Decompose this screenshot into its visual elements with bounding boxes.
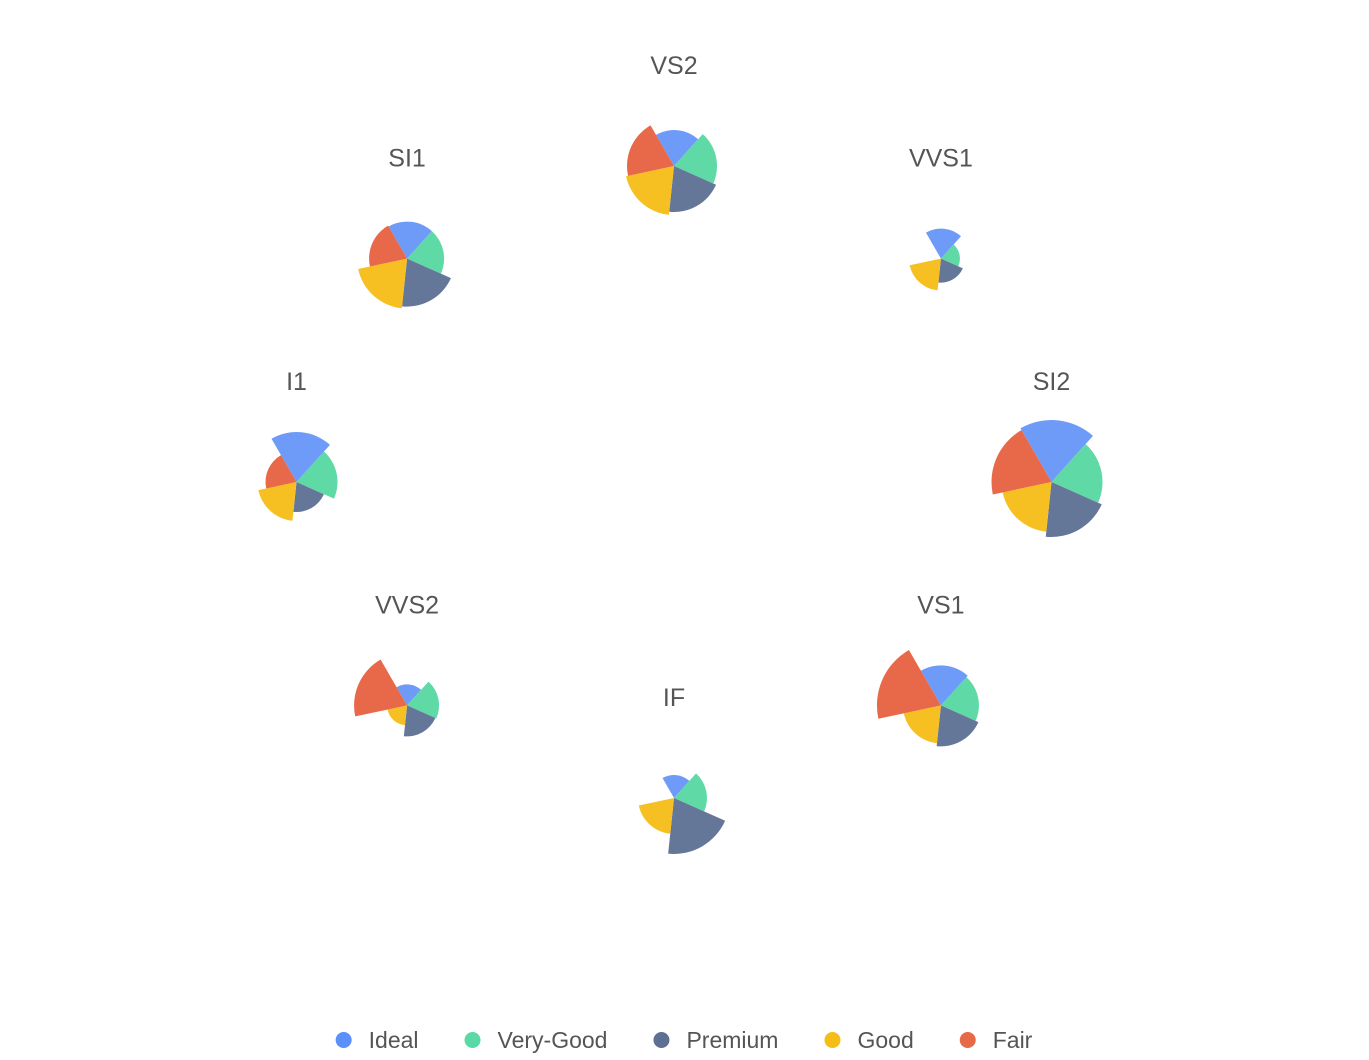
slice-premium[interactable] xyxy=(402,258,451,307)
rose-chart-if: IF xyxy=(638,684,726,854)
slice-ideal[interactable] xyxy=(388,221,432,259)
rose-chart-si2: SI2 xyxy=(991,368,1103,538)
slice-good[interactable] xyxy=(909,258,941,291)
slice-good[interactable] xyxy=(1002,482,1052,532)
legend-label: Ideal xyxy=(369,1027,419,1053)
rose-chart-si1: SI1 xyxy=(358,145,451,309)
clarity-label: VS1 xyxy=(917,591,964,619)
clarity-label: SI2 xyxy=(1033,368,1071,396)
slice-ideal[interactable] xyxy=(271,431,330,482)
slice-premium[interactable] xyxy=(293,482,324,513)
slice-very-good[interactable] xyxy=(940,677,979,721)
slice-good[interactable] xyxy=(258,482,297,521)
slice-ideal[interactable] xyxy=(396,684,422,706)
legend-item-fair[interactable]: Fair xyxy=(959,1027,1033,1053)
slice-ideal[interactable] xyxy=(1020,420,1093,482)
slice-fair[interactable] xyxy=(369,225,408,267)
legend-item-good[interactable]: Good xyxy=(824,1027,914,1053)
slice-good[interactable] xyxy=(626,166,674,215)
slice-very-good[interactable] xyxy=(407,231,445,274)
slice-premium[interactable] xyxy=(938,258,963,283)
slice-very-good[interactable] xyxy=(1051,444,1103,503)
slice-premium[interactable] xyxy=(1045,482,1102,538)
slice-good[interactable] xyxy=(387,705,408,726)
clarity-label: VS2 xyxy=(650,52,697,80)
clarity-label: I1 xyxy=(286,368,307,396)
clarity-label: VVS1 xyxy=(909,145,973,173)
slice-very-good[interactable] xyxy=(940,244,960,267)
rose-chart-vs2: VS2 xyxy=(626,52,717,215)
legend-marker xyxy=(335,1032,352,1048)
slice-ideal[interactable] xyxy=(925,228,961,259)
slice-good[interactable] xyxy=(638,797,674,834)
legend-item-ideal[interactable]: Ideal xyxy=(335,1027,419,1053)
clarity-label: VVS2 xyxy=(375,591,439,619)
slice-ideal[interactable] xyxy=(662,774,690,798)
legend-label: Premium xyxy=(686,1027,778,1053)
legend-marker xyxy=(464,1032,481,1048)
legend-label: Fair xyxy=(993,1027,1033,1053)
slice-very-good[interactable] xyxy=(407,681,440,719)
slice-fair[interactable] xyxy=(265,455,297,489)
legend-label: Good xyxy=(857,1027,913,1053)
slice-ideal[interactable] xyxy=(920,665,968,706)
rose-chart-vs1: VS1 xyxy=(876,591,979,747)
slice-premium[interactable] xyxy=(936,705,979,747)
legend-label: Very-Good xyxy=(498,1027,608,1053)
slice-good[interactable] xyxy=(358,258,408,309)
slice-good[interactable] xyxy=(903,705,941,744)
slice-fair[interactable] xyxy=(876,649,941,719)
rose-chart-i1: I1 xyxy=(258,368,338,521)
slice-very-good[interactable] xyxy=(674,773,707,812)
slice-ideal[interactable] xyxy=(656,130,699,167)
slice-fair[interactable] xyxy=(627,125,674,176)
rose-chart-vvs1: VVS1 xyxy=(909,145,973,291)
legend-marker xyxy=(653,1032,670,1048)
legend-marker xyxy=(959,1032,976,1048)
clarity-label: SI1 xyxy=(388,145,426,173)
slice-very-good[interactable] xyxy=(296,451,338,499)
slice-fair[interactable] xyxy=(991,430,1052,495)
clarity-label: IF xyxy=(663,684,685,712)
legend: Ideal Very-Good Premium Good Fair xyxy=(335,1027,1033,1053)
slice-very-good[interactable] xyxy=(674,134,717,184)
slice-premium[interactable] xyxy=(668,797,726,854)
slice-premium[interactable] xyxy=(403,705,436,737)
legend-marker xyxy=(824,1032,841,1048)
slice-premium[interactable] xyxy=(669,166,717,213)
rose-chart-vvs2: VVS2 xyxy=(354,591,440,737)
slice-fair[interactable] xyxy=(354,659,408,717)
legend-item-premium[interactable]: Premium xyxy=(653,1027,778,1053)
legend-item-very-good[interactable]: Very-Good xyxy=(464,1027,608,1053)
